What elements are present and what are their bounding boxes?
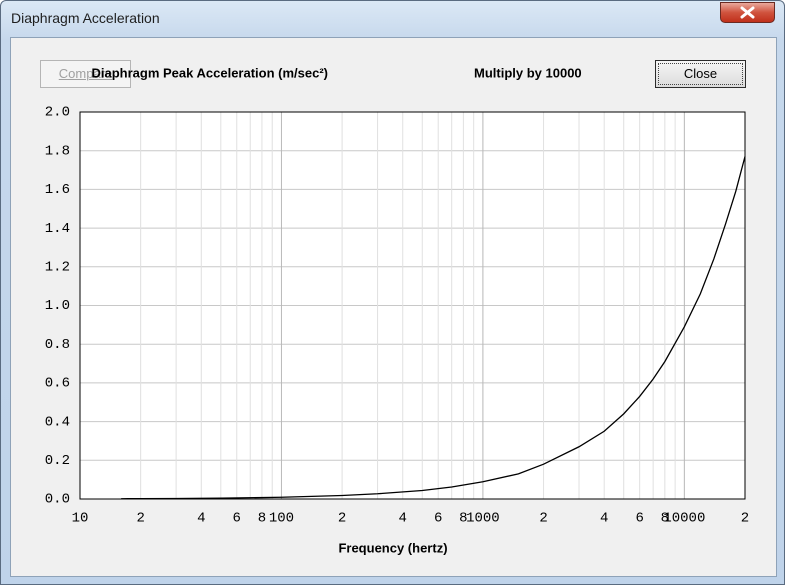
x-tick-label: 10 (72, 511, 89, 527)
close-icon (740, 6, 755, 19)
window-close-button[interactable] (720, 2, 775, 23)
chart-note: Multiply by 10000 (474, 65, 582, 80)
y-tick-label: 1.0 (45, 298, 70, 314)
y-tick-label: 0.4 (45, 414, 70, 430)
x-tick-label: 100 (269, 511, 294, 527)
close-button[interactable]: Close (655, 60, 746, 88)
x-tick-label: 8 (459, 511, 467, 527)
y-tick-label: 1.6 (45, 182, 70, 198)
y-tick-label: 1.4 (45, 221, 70, 237)
x-tick-label: 4 (600, 511, 608, 527)
x-tick-label: 2 (136, 511, 144, 527)
x-axis-label: Frequency (hertz) (338, 540, 447, 555)
data-line (121, 156, 746, 500)
x-tick-label: 10000 (663, 511, 705, 527)
x-tick-label: 4 (197, 511, 205, 527)
y-tick-label: 0.8 (45, 337, 70, 353)
window-title: Diaphragm Acceleration (11, 10, 160, 26)
x-tick-label: 2 (539, 511, 547, 527)
y-tick-label: 0.0 (45, 492, 70, 508)
x-tick-label: 2 (741, 511, 749, 527)
x-tick-label: 6 (434, 511, 442, 527)
x-tick-label: 8 (258, 511, 266, 527)
compare-button[interactable]: Compare (40, 60, 131, 88)
y-tick-label: 1.2 (45, 260, 70, 276)
x-tick-label: 8 (661, 511, 669, 527)
y-tick-label: 1.8 (45, 143, 70, 159)
x-tick-label: 1000 (466, 511, 500, 527)
x-tick-label: 6 (233, 511, 241, 527)
x-tick-label: 6 (635, 511, 643, 527)
chart-title: Diaphragm Peak Acceleration (m/sec²) (92, 65, 329, 80)
plot-frame (79, 111, 746, 500)
y-tick-label: 0.6 (45, 376, 70, 392)
y-tick-label: 2.0 (45, 105, 70, 121)
x-tick-label: 2 (338, 511, 346, 527)
x-tick-label: 4 (399, 511, 407, 527)
y-tick-label: 0.2 (45, 453, 70, 469)
